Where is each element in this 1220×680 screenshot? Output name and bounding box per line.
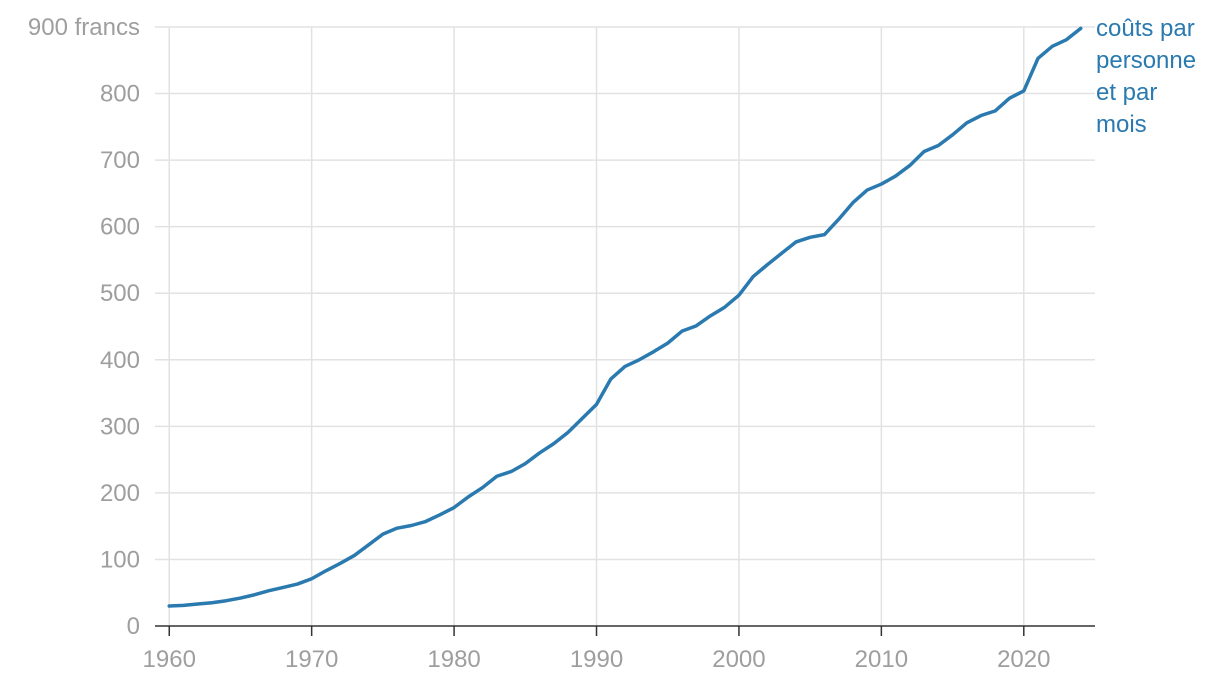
x-tick-label-2000: 2000 [712,646,765,673]
y-tick-label-200: 200 [100,480,140,507]
y-tick-label-100: 100 [100,546,140,573]
series-label-line-3: mois [1096,111,1147,138]
series-label-line-1: personne [1096,47,1196,74]
x-tick-label-1990: 1990 [570,646,623,673]
x-tick-label-1980: 1980 [427,646,480,673]
series-line-0 [167,26,1083,608]
labels: 0 100 200 300 400 500 600 700 800 900 francs 1960 1… [28,14,1196,673]
y-tick-label-800: 800 [100,81,140,108]
series-label-line-2: et par [1096,79,1157,106]
y-tick-label-0: 0 [127,613,140,640]
x-tick-label-1960: 1960 [143,646,196,673]
y-tick-label-400: 400 [100,347,140,374]
x-tick-label-2020: 2020 [997,646,1050,673]
x-tick-label-1970: 1970 [285,646,338,673]
y-tick-label-300: 300 [100,413,140,440]
series [167,26,1083,608]
y-tick-label-700: 700 [100,147,140,174]
grid [155,26,1095,626]
y-tick-label-900: 900 francs [28,14,140,41]
y-tick-label-500: 500 [100,280,140,307]
x-tick-label-2010: 2010 [855,646,908,673]
y-tick-label-600: 600 [100,214,140,241]
series-label: coûts par personne et par mois [1096,15,1196,138]
axes [155,625,1095,636]
series-label-line-0: coûts par [1096,15,1195,42]
